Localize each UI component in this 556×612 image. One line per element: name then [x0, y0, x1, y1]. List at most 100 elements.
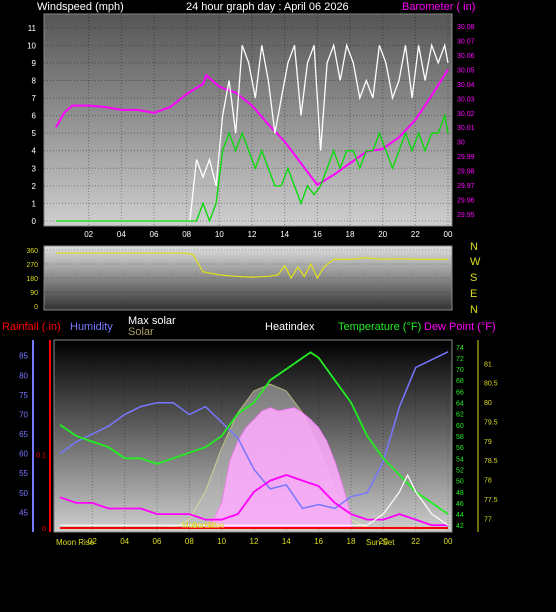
humidity-tick-label: 55	[19, 469, 28, 478]
windspeed-tick-label: 6	[32, 112, 37, 121]
time-tick-label: 08	[182, 230, 191, 239]
time-tick-label: 04	[117, 230, 126, 239]
humidity-tick-label: 45	[19, 508, 28, 517]
direction-letter-n-bottom: N	[470, 304, 478, 316]
max-solar-label: Max solar	[128, 315, 176, 327]
dew-point-tick-label: 78	[484, 478, 492, 485]
time-tick-label: 22	[411, 537, 420, 546]
solar-label: Solar	[128, 326, 154, 338]
direction-letter-w: W	[470, 256, 481, 268]
time-tick-label: 10	[215, 230, 224, 239]
barometer-tick-label: 29.95	[457, 212, 475, 219]
barometer-tick-label: 29.96	[457, 197, 475, 204]
time-tick-label: 00	[444, 537, 453, 546]
wind-panel	[43, 13, 453, 227]
temperature-tick-label: 72	[456, 356, 464, 363]
windspeed-tick-label: 0	[32, 217, 37, 226]
windspeed-tick-label: 11	[28, 24, 37, 33]
sun-set-label: Sun Set	[366, 538, 395, 547]
temperature-tick-label: 60	[456, 423, 464, 430]
windspeed-tick-label: 10	[27, 41, 36, 50]
barometer-tick-label: 30.05	[457, 68, 475, 75]
time-tick-label: 12	[250, 537, 259, 546]
dew-point-label: Dew Point (°F)	[424, 321, 496, 333]
time-tick-label: 18	[346, 230, 355, 239]
temperature-tick-label: 62	[456, 412, 464, 419]
time-tick-label: 12	[248, 230, 257, 239]
dew-point-tick-label: 77.5	[484, 497, 498, 504]
time-tick-label: 02	[88, 537, 97, 546]
direction-tick-label: 360	[26, 248, 38, 255]
temperature-tick-label: 46	[456, 501, 464, 508]
time-tick-label: 18	[347, 537, 356, 546]
humidity-tick-label: 70	[19, 410, 28, 419]
windspeed-label: Windspeed (mph)	[37, 1, 124, 13]
humidity-tick-label: 75	[19, 391, 28, 400]
barometer-tick-label: 30.02	[457, 111, 475, 118]
time-tick-label: 16	[313, 230, 322, 239]
temperature-tick-label: 50	[456, 479, 464, 486]
humidity-tick-label: 60	[19, 450, 28, 459]
time-tick-label: 14	[280, 230, 289, 239]
temperature-tick-label: 52	[456, 467, 464, 474]
time-tick-label: 20	[379, 537, 388, 546]
dew-point-tick-label: 79	[484, 439, 492, 446]
time-tick-label: 10	[217, 537, 226, 546]
humidity-tick-label: 50	[19, 489, 28, 498]
humidity-label: Humidity	[70, 321, 113, 333]
direction-panel	[43, 245, 453, 311]
time-tick-label: 14	[282, 537, 291, 546]
barometer-tick-label: 30.08	[457, 24, 475, 31]
time-tick-label: 22	[411, 230, 420, 239]
temperature-tick-label: 48	[456, 490, 464, 497]
dew-point-tick-label: 79.5	[484, 419, 498, 426]
series-dew-point-line	[59, 474, 448, 527]
windspeed-tick-label: 2	[32, 182, 37, 191]
time-tick-label: 08	[185, 537, 194, 546]
temperature-tick-label: 74	[456, 345, 464, 352]
series-temperature-line	[59, 351, 449, 515]
direction-letter-s: S	[470, 272, 477, 284]
temperature-tick-label: 54	[456, 456, 464, 463]
series-gust-line	[56, 113, 449, 223]
direction-tick-label: 0	[34, 304, 38, 311]
graph-title: 24 hour graph day : April 06 2026	[186, 1, 349, 13]
barometer-tick-label: 29.99	[457, 154, 475, 161]
windspeed-tick-label: 3	[32, 164, 37, 173]
barometer-label: Barometer ( in)	[402, 1, 475, 13]
direction-letter-e: E	[470, 288, 477, 300]
time-tick-label: 02	[84, 230, 93, 239]
time-tick-label: 16	[314, 537, 323, 546]
series-humidity-line	[59, 351, 449, 510]
time-tick-label: 04	[120, 537, 129, 546]
barometer-tick-label: 30	[457, 140, 465, 147]
barometer-tick-label: 29.97	[457, 183, 475, 190]
windspeed-tick-label: 9	[32, 59, 37, 68]
dew-point-tick-label: 78.5	[484, 458, 498, 465]
barometer-tick-label: 29.98	[457, 169, 475, 176]
direction-tick-label: 90	[30, 290, 38, 297]
rain-tick-label: 0.1	[36, 452, 46, 459]
rain-tick-label: 0	[42, 526, 46, 533]
sun-rise-label: Sun Rise	[192, 521, 225, 530]
humidity-tick-label: 65	[19, 430, 28, 439]
humidity-tick-label: 85	[19, 352, 28, 361]
temperature-tick-label: 42	[456, 523, 464, 530]
windspeed-tick-label: 8	[32, 76, 37, 85]
barometer-tick-label: 30.06	[457, 53, 475, 60]
rainfall-label: Rainfall (.in)	[2, 321, 61, 333]
temperature-tick-label: 44	[456, 512, 464, 519]
moon-set-label: Moon Set	[182, 521, 217, 530]
heatindex-label: Heatindex	[265, 321, 315, 333]
temperature-tick-label: 58	[456, 434, 464, 441]
temperature-tick-label: 56	[456, 445, 464, 452]
dew-point-tick-label: 80.5	[484, 381, 498, 388]
barometer-tick-label: 30.07	[457, 39, 475, 46]
temperature-tick-label: 66	[456, 389, 464, 396]
temperature-tick-label: 68	[456, 378, 464, 385]
windspeed-tick-label: 7	[32, 94, 37, 103]
time-tick-label: 06	[153, 537, 162, 546]
barometer-tick-label: 30.04	[457, 82, 475, 89]
moon-rise-label: Moon Rise	[56, 538, 95, 547]
